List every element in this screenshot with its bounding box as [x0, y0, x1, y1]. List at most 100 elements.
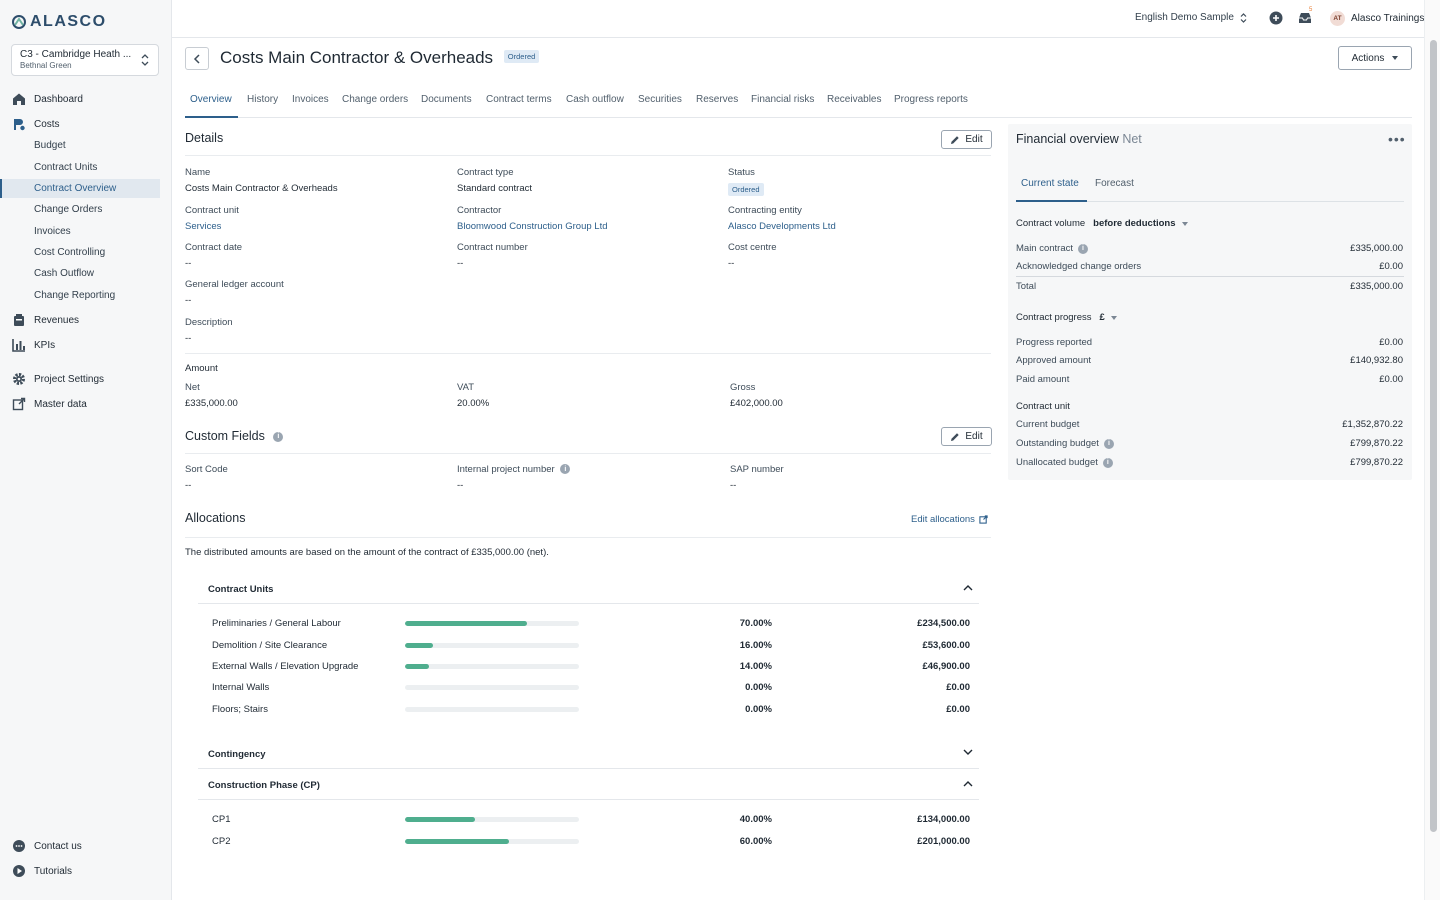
details-edit-button[interactable]: Edit [941, 130, 992, 149]
nav-revenues[interactable]: Revenues [12, 313, 79, 327]
unallocated-budget-value: £799,870.22 [1350, 457, 1403, 468]
nav-cash-outflow[interactable]: Cash Outflow [34, 268, 95, 279]
kpi-chart-icon [12, 339, 25, 352]
tab-receivables[interactable]: Receivables [827, 94, 882, 105]
nav-invoices[interactable]: Invoices [34, 226, 71, 237]
outstanding-budget-label-text: Outstanding budget [1016, 438, 1099, 449]
project-selector[interactable]: C3 - Cambridge Heath ... Bethnal Green [11, 44, 159, 76]
add-icon[interactable] [1269, 11, 1283, 25]
tab-documents[interactable]: Documents [421, 94, 472, 105]
tab-history[interactable]: History [247, 94, 279, 105]
nav-change-reporting[interactable]: Change Reporting [34, 290, 116, 301]
contract-volume-select[interactable]: before deductions [1093, 218, 1188, 229]
nav-dashboard[interactable]: Dashboard [12, 92, 83, 106]
allocation-bar-fill [405, 839, 510, 844]
allocation-name: CP1 [212, 814, 231, 825]
tab-overview[interactable]: Overview [190, 94, 232, 105]
info-icon[interactable]: i [1102, 457, 1113, 468]
allocation-percent: 40.00% [739, 814, 772, 825]
group-title: Contract Units [208, 584, 274, 595]
back-button[interactable] [185, 47, 209, 70]
tab-securities[interactable]: Securities [638, 94, 682, 105]
group-header-contract-units[interactable]: Contract Units [198, 573, 979, 604]
allocation-bar [405, 817, 579, 822]
custom-fields-edit-button[interactable]: Edit [941, 427, 992, 446]
main-contract-label: Main contract i [1016, 243, 1089, 254]
scrollbar-thumb[interactable] [1430, 40, 1437, 832]
nav-costs-label: Costs [34, 118, 60, 130]
contract-unit-link[interactable]: Services [185, 221, 222, 232]
contractor-label: Contractor [457, 205, 502, 216]
tab-reserves[interactable]: Reserves [696, 94, 739, 105]
gl-account-label: General ledger account [185, 279, 284, 290]
edit-allocations-link[interactable]: Edit allocations [911, 514, 988, 525]
page-title-text: Costs Main Contractor & Overheads [220, 48, 494, 67]
tab-forecast[interactable]: Forecast [1095, 178, 1134, 189]
internal-project-value: -- [457, 480, 464, 491]
tab-cash-outflow[interactable]: Cash outflow [566, 94, 624, 105]
contract-type-label: Contract type [457, 167, 514, 178]
active-tab-indicator [185, 116, 238, 118]
contracting-entity-link[interactable]: Alasco Developments Ltd [728, 221, 836, 232]
allocation-bar [405, 643, 579, 648]
total-value: £335,000.00 [1350, 281, 1403, 292]
info-icon[interactable]: i [1078, 243, 1089, 254]
allocation-name: CP2 [212, 836, 231, 847]
notifications-button[interactable]: 5 [1298, 7, 1314, 25]
cost-centre-value: -- [728, 258, 735, 269]
actions-button[interactable]: Actions [1338, 46, 1412, 70]
sap-number-value: -- [730, 480, 737, 491]
nav-change-orders[interactable]: Change Orders [34, 204, 103, 215]
alasco-logo[interactable]: ALASCO [12, 13, 107, 31]
caret-down-icon [1110, 315, 1117, 320]
nav-contract-units[interactable]: Contract Units [34, 162, 98, 173]
nav-cost-controlling[interactable]: Cost Controlling [34, 247, 106, 258]
nav-budget[interactable]: Budget [34, 140, 66, 151]
page-title: Costs Main Contractor & Overheads Ordere… [220, 48, 540, 68]
contract-progress-select[interactable]: £ [1100, 312, 1117, 323]
pencil-icon [951, 135, 960, 144]
gl-account-value: -- [185, 295, 192, 306]
group-header-contingency[interactable]: Contingency [198, 738, 979, 769]
contract-type-value: Standard contract [457, 183, 532, 194]
nav-master-data[interactable]: Master data [12, 397, 87, 411]
nav-project-settings[interactable]: Project Settings [12, 372, 104, 386]
caret-down-icon [1181, 221, 1188, 226]
nav-contact-us[interactable]: Contact us [12, 839, 82, 853]
contract-number-value: -- [457, 258, 464, 269]
info-icon[interactable]: i [560, 464, 571, 475]
info-icon[interactable]: i [1103, 438, 1114, 449]
allocation-bar-fill [405, 817, 475, 822]
tab-financial-risks[interactable]: Financial risks [751, 94, 815, 105]
tab-contract-terms[interactable]: Contract terms [486, 94, 552, 105]
tab-current-state[interactable]: Current state [1021, 178, 1079, 189]
custom-fields-title-text: Custom Fields [185, 429, 265, 443]
tab-invoices[interactable]: Invoices [292, 94, 329, 105]
tab-progress-reports[interactable]: Progress reports [894, 94, 968, 105]
more-options-icon[interactable]: ••• [1388, 131, 1406, 147]
nav-costs[interactable]: Costs [12, 117, 60, 131]
status-label: Status [728, 167, 755, 178]
main-contract-value: £335,000.00 [1350, 243, 1403, 254]
tab-change-orders[interactable]: Change orders [342, 94, 409, 105]
contract-date-value: -- [185, 258, 192, 269]
contract-volume-select-value: before deductions [1093, 218, 1176, 229]
group-header-construction-phase[interactable]: Construction Phase (CP) [198, 769, 979, 800]
demo-sample-selector[interactable]: English Demo Sample [1135, 12, 1247, 23]
allocation-bar [405, 707, 579, 712]
nav-contract-overview[interactable]: Contract Overview [34, 183, 117, 194]
allocation-amount: £0.00 [946, 682, 970, 693]
allocation-amount: £201,000.00 [917, 836, 970, 847]
paid-amount-value: £0.00 [1379, 374, 1403, 385]
contracting-entity-label: Contracting entity [728, 205, 802, 216]
nav-revenues-label: Revenues [34, 314, 80, 326]
group-title: Construction Phase (CP) [208, 780, 320, 791]
approved-amount-label: Approved amount [1016, 355, 1091, 366]
nav-kpis[interactable]: KPIs [12, 338, 55, 352]
sort-code-value: -- [185, 480, 192, 491]
info-icon[interactable]: i [273, 431, 284, 442]
contractor-link[interactable]: Bloomwood Construction Group Ltd [457, 221, 608, 232]
progress-reported-value: £0.00 [1379, 337, 1403, 348]
nav-tutorials[interactable]: Tutorials [12, 864, 72, 878]
user-menu[interactable]: AT Alasco Trainings [1330, 11, 1424, 26]
